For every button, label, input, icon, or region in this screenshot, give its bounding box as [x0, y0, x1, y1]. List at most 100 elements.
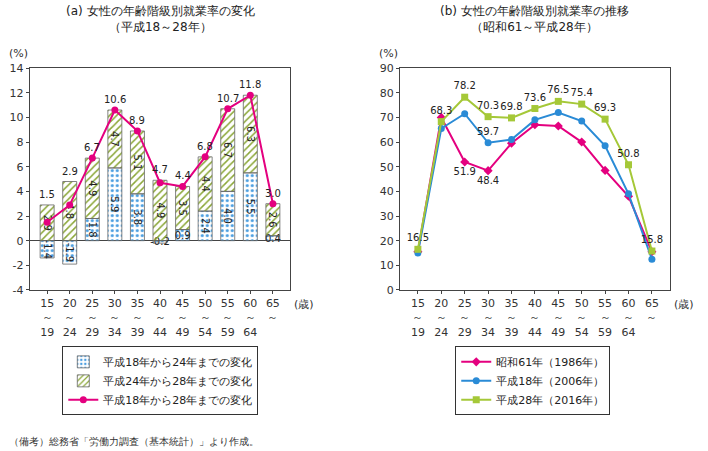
svg-text:30～34: 30～34	[481, 297, 495, 339]
svg-text:6.7: 6.7	[222, 142, 233, 158]
svg-text:平成24年から28年までの変化: 平成24年から28年までの変化	[103, 375, 252, 388]
svg-text:6: 6	[17, 161, 24, 174]
svg-text:4: 4	[17, 185, 24, 198]
svg-text:10: 10	[10, 111, 24, 124]
svg-text:3.0: 3.0	[265, 188, 281, 199]
svg-text:-0.2: -0.2	[150, 236, 170, 247]
svg-text:25～29: 25～29	[458, 297, 472, 339]
svg-text:2: 2	[17, 210, 24, 223]
svg-text:2.9: 2.9	[62, 166, 78, 177]
svg-text:50～54: 50～54	[575, 297, 589, 339]
svg-text:50: 50	[380, 161, 394, 174]
svg-text:65～: 65～	[645, 297, 659, 324]
svg-text:51.9: 51.9	[454, 166, 476, 177]
svg-text:4.0: 4.0	[222, 208, 233, 224]
svg-text:(%): (%)	[379, 47, 398, 60]
svg-text:69.8: 69.8	[500, 101, 522, 112]
svg-text:4.8: 4.8	[64, 203, 75, 219]
svg-text:-4: -4	[13, 284, 24, 297]
svg-text:昭和61年（1986年）: 昭和61年（1986年）	[496, 356, 604, 369]
svg-text:2.4: 2.4	[200, 218, 211, 234]
svg-text:4.7: 4.7	[152, 164, 168, 175]
svg-text:8.9: 8.9	[129, 115, 145, 126]
svg-text:65～: 65～	[266, 297, 280, 324]
svg-text:(歳): (歳)	[294, 298, 314, 311]
svg-text:平成18年から24年までの変化: 平成18年から24年までの変化	[103, 356, 252, 369]
svg-text:20～24: 20～24	[434, 297, 448, 339]
svg-text:2.9: 2.9	[42, 215, 53, 231]
svg-text:45～49: 45～49	[551, 297, 565, 339]
svg-text:0.4: 0.4	[265, 233, 281, 244]
svg-text:平成18年（2006年）: 平成18年（2006年）	[496, 375, 604, 388]
svg-text:55～59: 55～59	[598, 297, 612, 339]
svg-text:4.9: 4.9	[155, 203, 166, 219]
svg-text:15～19: 15～19	[411, 297, 425, 339]
svg-text:15.8: 15.8	[641, 234, 663, 245]
svg-text:11.8: 11.8	[239, 79, 261, 90]
svg-text:48.4: 48.4	[477, 175, 499, 186]
svg-text:-1.4: -1.4	[42, 240, 53, 260]
svg-text:6.8: 6.8	[197, 141, 213, 152]
svg-text:90: 90	[380, 62, 394, 75]
svg-text:8: 8	[17, 136, 24, 149]
svg-text:14: 14	[10, 62, 24, 75]
svg-text:(a) 女性の年齢階級別就業率の変化（平成18～28年）: (a) 女性の年齢階級別就業率の変化（平成18～28年）	[66, 4, 255, 34]
svg-text:平成18年から28年までの変化: 平成18年から28年までの変化	[103, 394, 252, 407]
svg-text:73.6: 73.6	[524, 92, 546, 103]
svg-text:16.5: 16.5	[407, 232, 429, 243]
svg-text:4.4: 4.4	[175, 170, 191, 181]
svg-text:平成28年（2016年）: 平成28年（2016年）	[496, 394, 604, 407]
svg-text:40～44: 40～44	[153, 297, 167, 339]
svg-text:4.7: 4.7	[109, 131, 120, 147]
svg-text:12: 12	[10, 87, 24, 100]
svg-text:6.3: 6.3	[245, 126, 256, 142]
svg-text:59.7: 59.7	[477, 126, 499, 137]
svg-text:55～59: 55～59	[221, 297, 235, 339]
svg-text:60～64: 60～64	[243, 297, 257, 339]
svg-text:4.9: 4.9	[87, 180, 98, 196]
svg-text:4.4: 4.4	[200, 176, 211, 192]
svg-text:-1.9: -1.9	[64, 243, 75, 263]
svg-text:15～19: 15～19	[40, 297, 54, 339]
svg-text:78.2: 78.2	[454, 80, 476, 91]
svg-text:25～29: 25～29	[85, 297, 99, 339]
svg-text:76.5: 76.5	[547, 85, 569, 96]
svg-text:5.9: 5.9	[109, 196, 120, 212]
svg-text:50～54: 50～54	[198, 297, 212, 339]
svg-text:5.1: 5.1	[132, 154, 143, 170]
svg-text:3.8: 3.8	[132, 209, 143, 225]
svg-text:1.8: 1.8	[87, 222, 98, 238]
svg-text:（備考）総務省「労働力調査（基本統計）」より作成。: （備考）総務省「労働力調査（基本統計）」より作成。	[9, 436, 259, 447]
svg-text:10.6: 10.6	[104, 94, 126, 105]
svg-text:10.7: 10.7	[217, 93, 239, 104]
svg-text:50.8: 50.8	[617, 148, 639, 159]
svg-text:3.5: 3.5	[177, 200, 188, 216]
svg-text:45～49: 45～49	[176, 297, 190, 339]
svg-text:70.3: 70.3	[477, 100, 499, 111]
svg-text:60～64: 60～64	[622, 297, 636, 339]
svg-text:60: 60	[380, 136, 394, 149]
svg-text:0: 0	[387, 284, 394, 297]
svg-text:20～24: 20～24	[63, 297, 77, 339]
svg-text:30: 30	[380, 210, 394, 223]
svg-text:20: 20	[380, 235, 394, 248]
svg-text:-2: -2	[13, 259, 24, 272]
svg-text:6.7: 6.7	[84, 142, 100, 153]
svg-text:(%): (%)	[9, 47, 28, 60]
svg-text:80: 80	[380, 87, 394, 100]
svg-text:0: 0	[17, 235, 24, 248]
svg-text:5.5: 5.5	[245, 199, 256, 215]
svg-text:30～34: 30～34	[108, 297, 122, 339]
svg-text:(歳): (歳)	[674, 298, 694, 311]
svg-text:69.3: 69.3	[594, 102, 616, 113]
svg-text:(b) 女性の年齢階級別就業率の推移（昭和61～平成28年）: (b) 女性の年齢階級別就業率の推移（昭和61～平成28年）	[440, 4, 629, 34]
svg-text:10: 10	[380, 259, 394, 272]
svg-text:70: 70	[380, 111, 394, 124]
svg-text:1.5: 1.5	[39, 189, 55, 200]
svg-text:2.6: 2.6	[267, 212, 278, 228]
svg-text:68.3: 68.3	[430, 105, 452, 116]
svg-text:40: 40	[380, 185, 394, 198]
svg-text:75.4: 75.4	[571, 87, 593, 98]
svg-text:40～44: 40～44	[528, 297, 542, 339]
svg-text:35～39: 35～39	[504, 297, 518, 339]
